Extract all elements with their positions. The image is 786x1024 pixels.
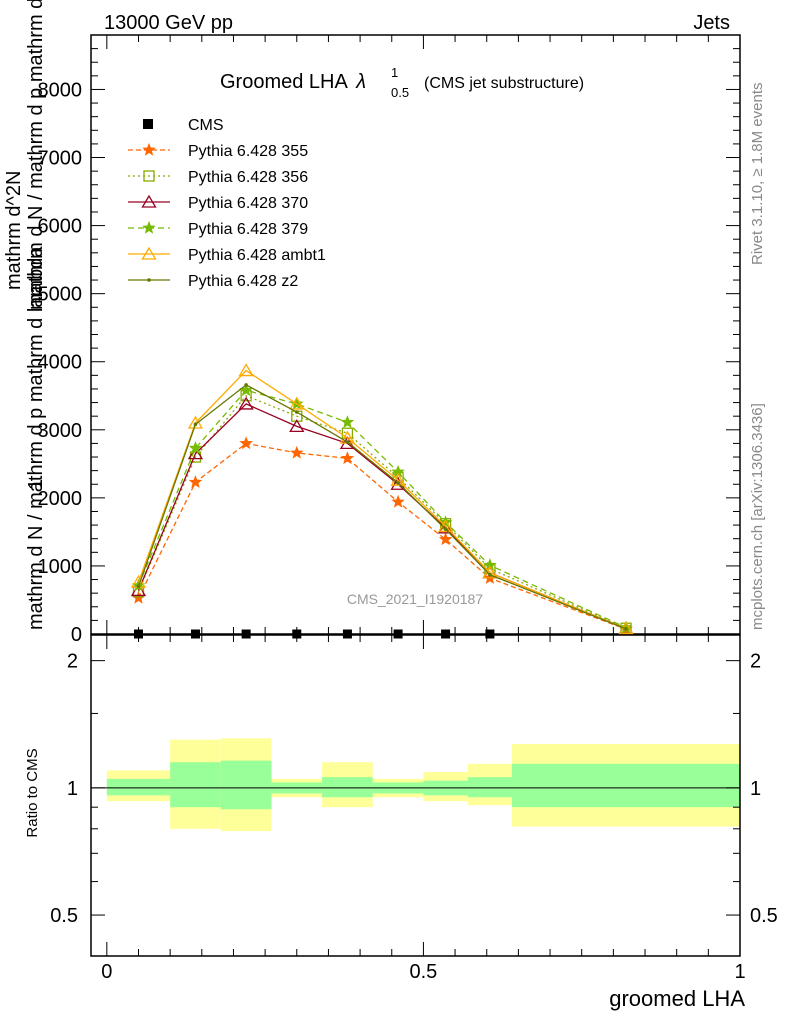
legend-cms-marker: [143, 119, 153, 129]
ratio-bands: [106, 738, 740, 832]
ratio-frame: [90, 634, 741, 957]
series-line: [137, 369, 627, 630]
y-tick-label: 0: [71, 624, 82, 646]
mcplots-label: mcplots.cern.ch [arXiv:1306.3436]: [749, 403, 766, 630]
legend-label: Pythia 6.428 355: [188, 143, 308, 160]
y-tick-label: 3000: [38, 420, 83, 442]
legend-marker: [141, 194, 157, 208]
cms-data-point: [441, 629, 451, 639]
y-tick-label: 6000: [38, 216, 83, 238]
series-marker: [289, 419, 305, 433]
x-tick-label: 0.5: [410, 961, 438, 983]
ratio-x-ticks: 0 0.5 1: [101, 635, 746, 983]
ratio-band-inner: [220, 760, 272, 810]
title-sup: 1: [391, 65, 398, 80]
ylabel-line3: mathrm d^2N: [3, 171, 25, 290]
cms-data-point: [241, 629, 251, 639]
series-marker: [391, 494, 405, 508]
legend-label: Pythia 6.428 379: [188, 221, 308, 238]
series-marker: [188, 441, 203, 454]
legend-cms-label: CMS: [188, 117, 224, 134]
ratio-y-tick-label-right: 0.5: [750, 905, 778, 927]
series-marker: [188, 475, 203, 488]
title-main: Groomed LHA: [220, 71, 348, 93]
ratio-band-inner: [322, 777, 373, 798]
ylabel-line2: mathrm d N / mathrm d p mathrm d lambda: [25, 0, 47, 310]
main-x-ticks: [106, 35, 741, 634]
series-marker: [340, 415, 355, 429]
ratio-y-tick-label-right: 2: [750, 651, 761, 673]
cms-data-point: [485, 629, 495, 639]
series-marker: [294, 410, 299, 414]
y-tick-label: 4000: [38, 352, 83, 374]
legend-marker: [143, 170, 155, 182]
series-marker: [443, 527, 448, 531]
series-marker: [290, 445, 304, 459]
energy-label: 13000 GeV pp: [104, 12, 233, 34]
series-marker: [238, 363, 254, 377]
main-series: [130, 363, 634, 635]
analysis-label: CMS_2021_I1920187: [347, 591, 483, 607]
title-lambda: λ: [355, 71, 366, 93]
series-marker: [244, 383, 248, 387]
y-tick-label: 1000: [38, 556, 83, 578]
main-ylabel: mathrm d N / mathrm d p mathrm d lambda …: [3, 0, 47, 630]
title-sub: 0.5: [391, 85, 409, 100]
ratio-y-tick-label: 1: [67, 778, 78, 800]
series-marker: [239, 436, 253, 450]
series-marker: [624, 627, 628, 631]
series-marker: [488, 572, 492, 577]
series-marker: [438, 532, 453, 546]
rivet-label: Rivet 3.1.10, ≥ 1.8M events: [749, 83, 766, 266]
ratio-band-inner: [170, 762, 221, 808]
ratio-y-tick-label: 2: [67, 651, 78, 673]
y-tick-label: 2000: [38, 488, 83, 510]
series-marker: [438, 515, 453, 529]
legend-marker: [141, 246, 157, 260]
main-panel: 0 1000 2000 3000 4000 5000 6000 7000 8000 Groome…: [38, 34, 741, 646]
legend-label: Pythia 6.428 356: [188, 169, 308, 186]
ratio-ylabel: Ratio to CMS: [24, 748, 41, 837]
series-marker: [193, 422, 198, 427]
cms-data-point: [292, 629, 302, 639]
legend-marker: [147, 278, 151, 282]
legend-marker: [142, 220, 156, 234]
x-tick-label: 0: [101, 961, 112, 983]
legend-marker: [142, 142, 156, 156]
y-tick-label: 8000: [38, 79, 83, 101]
series-marker: [345, 440, 350, 444]
ratio-y-tick-label: 0.5: [50, 905, 78, 927]
ylabel-line1: mathrm d N / mathrm d p mathrm d lambda: [25, 246, 47, 630]
ratio-band-inner: [467, 777, 513, 798]
process-label: Jets: [693, 12, 730, 34]
y-tick-label: 5000: [38, 284, 83, 306]
title-note: (CMS jet substructure): [424, 75, 584, 92]
legend-label: Pythia 6.428 ambt1: [188, 247, 326, 264]
main-y-ticks: 0 1000 2000 3000 4000 5000 6000 7000 8000: [38, 34, 740, 646]
legend-label: Pythia 6.428 z2: [188, 273, 298, 290]
legend-label: Pythia 6.428 370: [188, 195, 308, 212]
ratio-y-ticks: 0.5 0.5 1 1 2 2: [50, 651, 778, 927]
series-marker: [238, 396, 254, 410]
ratio-y-tick-label-right: 1: [750, 778, 761, 800]
cms-data-point: [133, 629, 143, 639]
legend: CMS Pythia 6.428 355 Pythia 6.428 356 Pythi…: [128, 117, 326, 290]
series-marker: [340, 451, 355, 465]
ratio-band-inner: [512, 763, 740, 808]
series-marker: [136, 584, 141, 589]
y-tick-label: 7000: [38, 148, 83, 170]
ratio-band-inner: [106, 778, 171, 796]
cms-data-point: [342, 629, 352, 639]
plot-title: Groomed LHA λ: [220, 71, 366, 93]
x-tick-label: 1: [734, 961, 745, 983]
cms-data-point: [393, 629, 403, 639]
cms-data-points: [133, 629, 495, 639]
series-marker: [396, 481, 400, 485]
ratio-panel: 0.5 0.51 12 2 0 0.5 1: [50, 634, 778, 983]
series-marker: [289, 396, 305, 410]
ylabel-numerator: 1: [25, 479, 47, 490]
cms-data-point: [190, 629, 200, 639]
x-axis-label: groomed LHA: [609, 986, 745, 1011]
